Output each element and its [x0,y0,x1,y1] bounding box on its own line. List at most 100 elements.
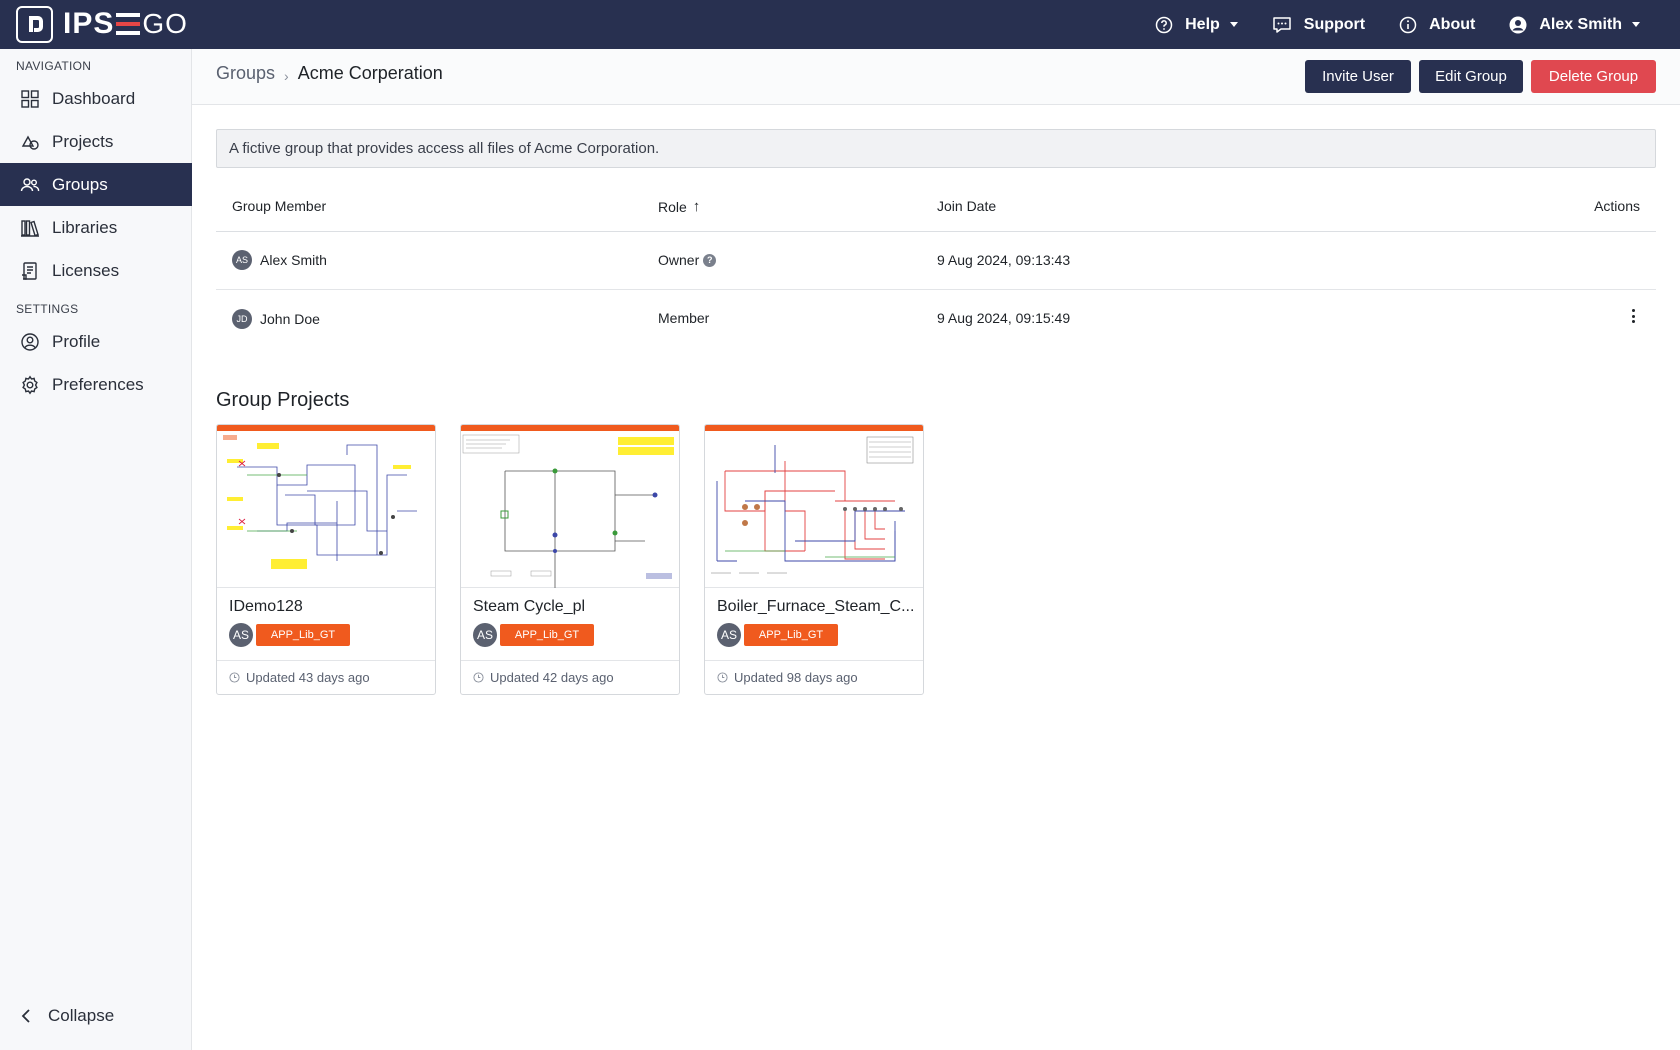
sidebar-item-dashboard[interactable]: Dashboard [0,77,192,120]
member-cell: AS Alex Smith [232,250,327,270]
project-name: IDemo128 [229,598,303,615]
member-name: Alex Smith [260,252,327,268]
updated-label: Updated 42 days ago [490,670,614,685]
sidebar-item-label: Dashboard [52,88,136,108]
project-name: Boiler_Furnace_Steam_C... [717,598,913,615]
collapse-label: Collapse [48,1006,115,1025]
join-date-cell: 9 Aug 2024, 09:15:49 [937,310,1071,326]
about-link[interactable]: About [1399,0,1475,49]
column-header-role[interactable]: Role ↑ [658,198,700,215]
member-cell: JD John Doe [232,309,320,329]
dashboard-icon [21,89,39,108]
role-label: Owner [658,252,700,268]
settings-heading: SETTINGS [16,302,79,316]
group-projects-title: Group Projects [216,389,350,411]
logo-mark-icon [16,5,53,43]
chat-bubble-icon [1273,16,1291,33]
chevron-down-icon [1632,22,1640,27]
sidebar-item-preferences[interactable]: Preferences [0,363,192,406]
group-description: A fictive group that provides access all… [216,129,1656,168]
project-meta: AS APP_Lib_GT [473,623,594,647]
project-card[interactable]: Boiler_Furnace_Steam_C... AS APP_Lib_GT … [704,424,924,695]
updated-label: Updated 43 days ago [246,670,370,685]
project-meta: AS APP_Lib_GT [717,623,838,647]
libraries-icon [21,219,39,237]
collapse-sidebar-button[interactable]: Collapse [20,1006,114,1026]
breadcrumb: Groups › Acme Corperation [216,63,443,84]
sidebar-item-label: Groups [52,174,108,194]
updated-label: Updated 98 days ago [734,670,858,685]
avatar: AS [473,623,497,647]
sidebar-item-libraries[interactable]: Libraries [0,206,192,249]
invite-user-button[interactable]: Invite User [1305,60,1411,93]
delete-group-button[interactable]: Delete Group [1531,60,1656,93]
join-date-cell: 9 Aug 2024, 09:13:43 [937,252,1071,268]
avatar: JD [232,309,252,329]
breadcrumb-groups-link[interactable]: Groups [216,63,276,83]
card-accent-bar [461,425,679,431]
sidebar-item-profile[interactable]: Profile [0,320,192,363]
project-card[interactable]: IDemo128 AS APP_Lib_GT Updated 43 days a… [216,424,436,695]
sidebar-item-label: Preferences [52,374,144,394]
column-header-actions: Actions [1594,198,1640,214]
about-label: About [1429,15,1476,33]
project-card[interactable]: Steam Cycle_pl AS APP_Lib_GT Updated 42 … [460,424,680,695]
project-thumbnail [461,431,679,595]
more-actions-icon[interactable] [1632,309,1636,323]
profile-icon [21,332,39,351]
avatar: AS [717,623,741,647]
card-footer: Updated 98 days ago [705,660,923,694]
support-link[interactable]: Support [1272,0,1365,49]
groups-icon [20,177,40,191]
sidebar-item-projects[interactable]: Projects [0,120,192,163]
page-header: Groups › Acme Corperation Invite User Ed… [192,49,1680,105]
user-name: Alex Smith [1539,15,1622,33]
sidebar-item-label: Licenses [52,260,120,280]
top-nav: Help Support About Alex Smith [1155,0,1680,49]
library-tag: APP_Lib_GT [500,624,594,646]
chevron-left-icon [21,1009,30,1023]
nav-heading: NAVIGATION [16,59,92,73]
page-title: Acme Corperation [297,63,443,83]
column-header-member[interactable]: Group Member [232,198,327,214]
user-circle-icon [1509,16,1527,33]
table-row: JD John Doe Member 9 Aug 2024, 09:15:49 [216,290,1656,348]
help-menu[interactable]: Help [1155,0,1238,49]
clock-icon [229,672,240,683]
sidebar-item-groups[interactable]: Groups [0,163,192,206]
project-meta: AS APP_Lib_GT [229,623,350,647]
app-logo[interactable]: IPS GO [16,5,188,43]
table-row: AS Alex Smith Owner ? 9 Aug 2024, 09:13:… [216,232,1656,290]
column-header-role-label: Role [658,198,687,215]
sidebar-item-licenses[interactable]: Licenses [0,249,192,292]
project-name: Steam Cycle_pl [473,598,586,615]
help-circle-icon [1155,16,1173,33]
card-accent-bar [705,425,923,431]
main-content: Groups › Acme Corperation Invite User Ed… [192,49,1680,1050]
edit-group-button[interactable]: Edit Group [1419,60,1523,93]
sidebar-item-label: Profile [52,331,101,351]
user-menu[interactable]: Alex Smith [1509,0,1640,49]
support-label: Support [1303,15,1366,33]
top-bar: IPS GO Help Support About Alex Smith [0,0,1680,49]
clock-icon [717,672,728,683]
sidebar-item-label: Libraries [52,217,118,237]
logo-text: IPS GO [63,7,188,40]
help-label: Help [1185,15,1220,33]
library-tag: APP_Lib_GT [256,624,350,646]
library-tag: APP_Lib_GT [744,624,838,646]
role-cell: Member [658,310,710,326]
projects-icon [21,135,39,150]
clock-icon [473,672,484,683]
role-cell: Owner ? [658,252,717,268]
info-icon [1399,16,1417,33]
members-table: Group Member Role ↑ Join Date Actions AS… [216,182,1656,348]
table-header: Group Member Role ↑ Join Date Actions [216,182,1656,232]
column-header-join-date[interactable]: Join Date [937,198,997,214]
sidebar-item-label: Projects [52,131,114,151]
sidebar: NAVIGATION Dashboard Projects Groups Lib… [0,49,192,1050]
avatar: AS [229,623,253,647]
member-name: John Doe [260,311,320,327]
avatar: AS [232,250,252,270]
help-icon[interactable]: ? [703,253,717,267]
